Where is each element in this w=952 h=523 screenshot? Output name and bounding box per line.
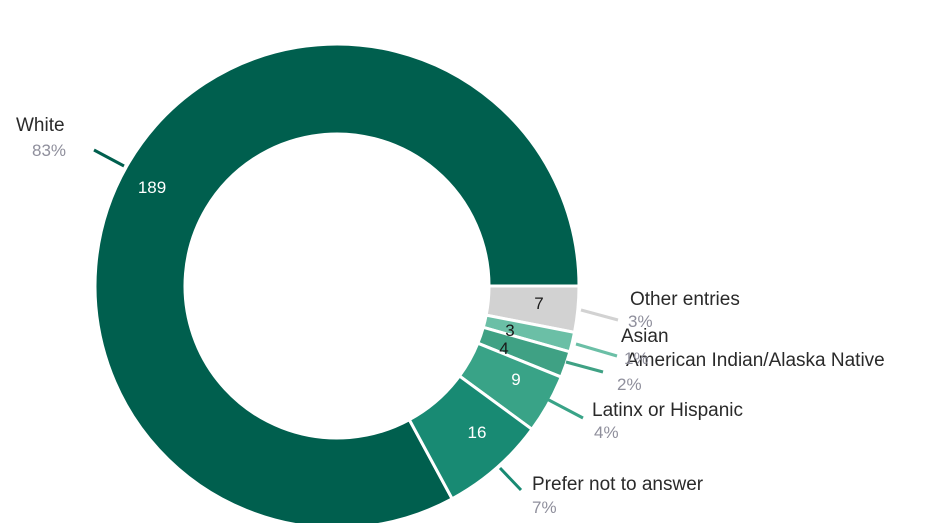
donut-segment-white: [93, 42, 581, 523]
connector-white: [93, 148, 125, 168]
category-label-prefer-not-to-answer: Prefer not to answer: [532, 474, 704, 495]
connector-american-indian-alaska-native: [565, 360, 604, 374]
connector-other-entries: [580, 308, 619, 322]
donut-segments: [93, 42, 581, 523]
percent-label-american-indian-alaska-native: 2%: [617, 375, 642, 394]
segment-value-other-entries: 7: [534, 294, 543, 313]
segment-value-american-indian-alaska-native: 4: [499, 339, 508, 358]
segment-value-white: 189: [138, 178, 166, 197]
segment-value-labels: 189 16 943 7: [138, 178, 544, 442]
category-label-white: White: [16, 115, 65, 136]
percent-label-latinx-or-hispanic: 4%: [594, 423, 619, 442]
label-connectors: [93, 148, 619, 492]
category-label-american-indian-alaska-native: American Indian/Alaska Native: [626, 350, 885, 371]
connector-asian: [575, 342, 618, 358]
connector-prefer-not-to-answer: [498, 466, 523, 492]
segment-value-latinx-or-hispanic: 9: [511, 370, 520, 389]
category-labels: White 83% Prefer not to answer 7% Latinx or …: [16, 115, 885, 517]
connector-latinx-or-hispanic: [544, 396, 584, 420]
category-label-other-entries: Other entries: [630, 289, 740, 310]
percent-label-asian: 1%: [624, 349, 649, 368]
category-label-latinx-or-hispanic: Latinx or Hispanic: [592, 400, 743, 421]
donut-segment-prefer-not-to-answer: [407, 373, 535, 501]
segment-value-prefer-not-to-answer: 16: [468, 423, 487, 442]
category-label-asian: Asian: [621, 326, 669, 347]
percent-label-white: 83%: [32, 141, 66, 160]
percent-label-other-entries: 3%: [628, 312, 653, 331]
percent-label-prefer-not-to-answer: 7%: [532, 498, 557, 517]
segment-value-asian: 3: [505, 321, 514, 340]
